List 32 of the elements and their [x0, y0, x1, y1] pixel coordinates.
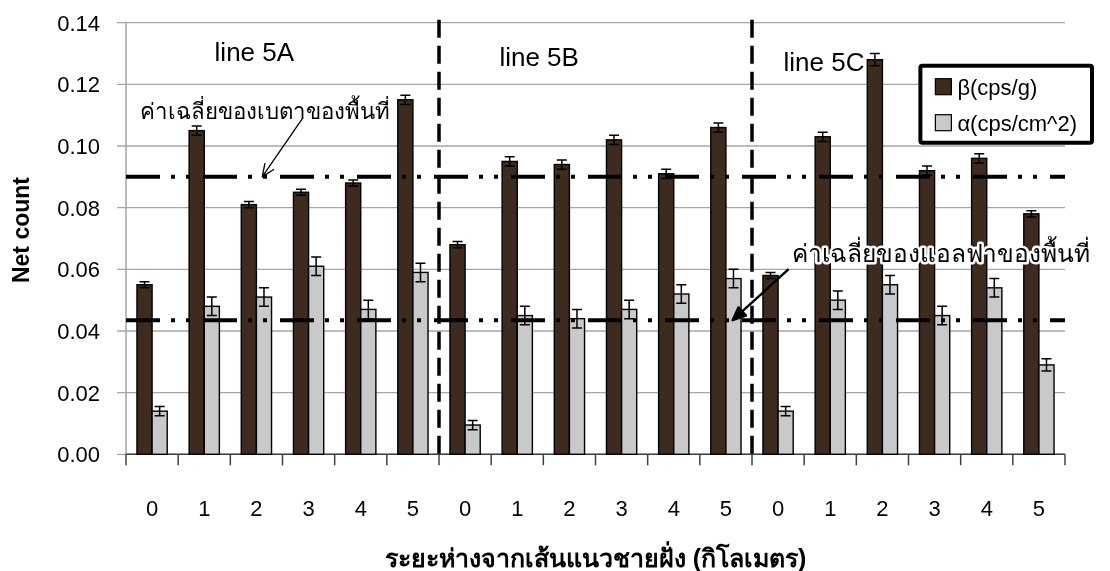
y-tick: 0.00 — [57, 442, 100, 468]
x-tick: 4 — [667, 496, 680, 522]
x-tick: 1 — [198, 496, 211, 522]
legend-label: β(cps/g) — [957, 74, 1038, 100]
x-tick: 2 — [876, 496, 889, 522]
x-tick: 4 — [980, 496, 993, 522]
y-tick: 0.04 — [57, 319, 100, 344]
x-tick: 2 — [563, 496, 576, 522]
annotation: line 5C — [783, 47, 865, 77]
y-tick: 0.12 — [57, 72, 100, 98]
x-tick: 1 — [511, 496, 524, 522]
x-tick: 5 — [406, 496, 420, 522]
legend-label: α(cps/cm^2) — [957, 110, 1077, 136]
y-tick: 0.14 — [57, 10, 100, 36]
annotation: line 5B — [499, 42, 579, 72]
x-tick: 4 — [354, 496, 367, 522]
x-tick: 1 — [824, 496, 837, 522]
y-tick: 0.10 — [57, 134, 100, 159]
y-tick: 0.02 — [57, 380, 100, 406]
y-label: Net count — [8, 176, 34, 284]
x-tick: 3 — [615, 496, 628, 522]
annotation: line 5A — [214, 37, 295, 67]
x-tick: 0 — [458, 496, 472, 522]
x-tick: 5 — [1032, 496, 1046, 522]
x-tick: 2 — [250, 496, 263, 522]
x-tick: 0 — [771, 496, 785, 522]
x-tick: 0 — [145, 496, 159, 522]
y-tick: 0.08 — [57, 195, 100, 221]
x-tick: 3 — [928, 496, 941, 522]
y-tick: 0.06 — [57, 257, 100, 283]
x-tick: 5 — [719, 496, 733, 522]
x-tick: 3 — [302, 496, 315, 522]
